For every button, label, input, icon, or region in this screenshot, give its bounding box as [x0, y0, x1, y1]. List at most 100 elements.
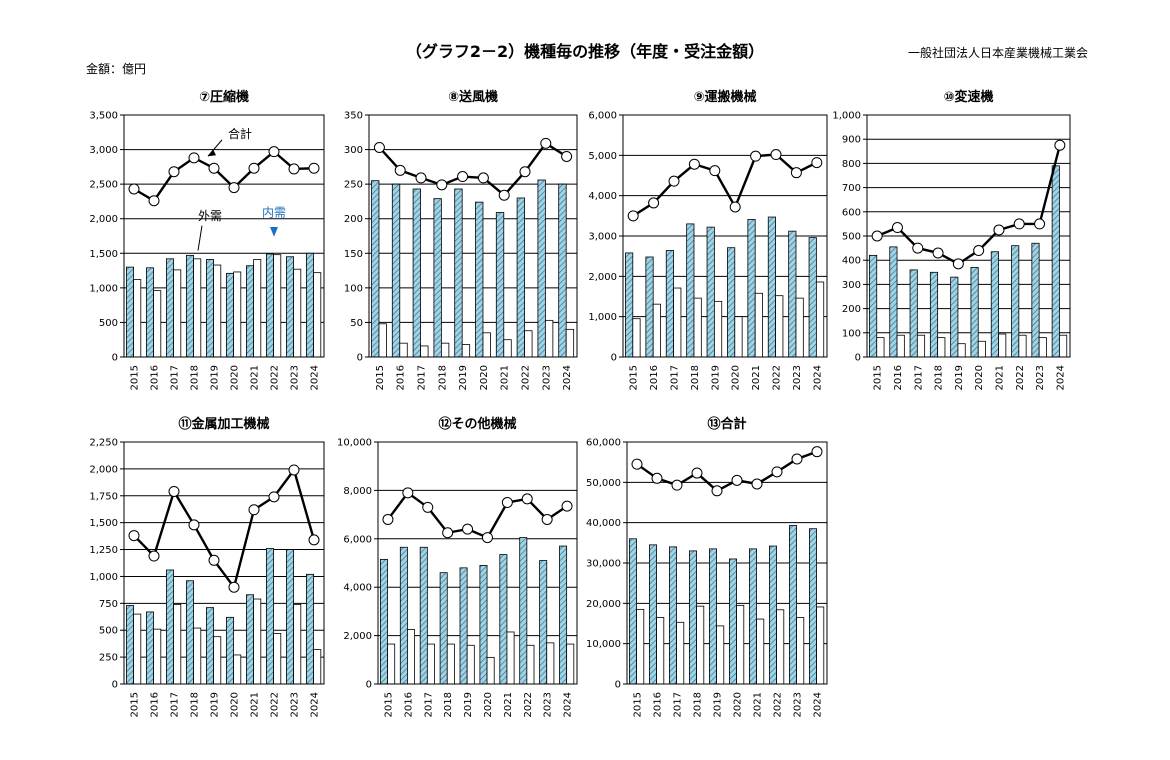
y-tick-label: 1,000	[89, 283, 118, 294]
bar-exports	[808, 237, 817, 358]
x-tick-label: 2020	[230, 365, 241, 390]
bar-domestic	[387, 643, 396, 685]
bar-domestic	[440, 342, 450, 358]
organization-name: 一般社団法人日本産業機械工業会	[907, 46, 1088, 60]
annotation-total-arrowhead	[208, 149, 216, 157]
x-tick-label: 2020	[974, 365, 985, 390]
bar-domestic	[696, 605, 705, 685]
bar-exports	[727, 247, 736, 358]
bar-exports	[391, 183, 401, 358]
chart-title: ⑩変速機	[943, 89, 993, 105]
x-tick-label: 2022	[270, 692, 281, 717]
bar-domestic	[461, 344, 471, 358]
total-point	[561, 500, 573, 512]
x-tick-label: 2021	[250, 692, 261, 717]
bar-domestic	[736, 604, 745, 685]
bar-domestic	[998, 333, 1007, 358]
bar-exports	[145, 267, 154, 358]
x-tick-label: 2020	[483, 692, 494, 717]
bar-domestic	[213, 264, 222, 358]
total-point	[871, 230, 883, 242]
bar-exports	[439, 572, 448, 685]
bar-exports	[1031, 242, 1040, 358]
plot-frame	[368, 114, 578, 358]
total-point	[651, 472, 663, 484]
y-tick-label: 4,000	[343, 583, 372, 594]
x-tick-label: 2018	[190, 365, 201, 390]
bar-domestic	[233, 271, 242, 358]
bar-domestic	[482, 332, 491, 358]
x-tick-label: 2018	[437, 365, 448, 390]
bar-exports	[990, 251, 999, 358]
bar-domestic	[193, 258, 202, 358]
chart-title: ⑪金属加工機械	[178, 416, 269, 432]
x-tick-label: 2018	[190, 692, 201, 717]
total-point	[288, 163, 300, 175]
x-tick-label: 2020	[731, 365, 742, 390]
bar-exports	[747, 219, 756, 358]
plot-frame	[866, 114, 1071, 358]
x-tick-label: 2016	[396, 365, 407, 390]
bar-exports	[929, 271, 939, 358]
x-tick-label: 2015	[629, 365, 640, 390]
bar-exports	[459, 567, 468, 685]
y-tick-label: 0	[357, 353, 363, 364]
x-tick-label: 2017	[913, 365, 924, 390]
y-tick-label: 2,000	[343, 631, 372, 642]
y-tick-label: 5,000	[588, 151, 617, 162]
x-tick-label: 2019	[713, 692, 724, 717]
y-tick-label: 350	[344, 111, 363, 122]
x-tick-label: 2020	[733, 692, 744, 717]
chart-1: ⑦圧縮機 0 500 1,000 1,500 2,000 2,500 3,000 3,500 20…	[89, 89, 325, 390]
y-tick-label: 200	[344, 214, 363, 225]
total-point	[501, 497, 513, 508]
bar-exports	[479, 565, 488, 685]
total-line	[876, 144, 1062, 266]
bar-domestic	[153, 290, 162, 358]
bar-domestic	[566, 643, 575, 685]
bar-exports	[539, 560, 548, 685]
bar-exports	[265, 548, 274, 685]
bar-domestic	[420, 345, 429, 358]
total-point	[208, 554, 220, 566]
bar-exports	[399, 546, 408, 685]
bar-exports	[537, 179, 546, 358]
y-tick-label: 1,000	[588, 312, 617, 323]
y-tick-label: 0	[611, 353, 617, 364]
bar-domestic	[756, 618, 765, 685]
y-tick-label: 6,000	[343, 534, 372, 545]
x-tick-label: 2022	[521, 365, 532, 390]
total-line	[632, 153, 818, 217]
y-tick-label: 3,500	[89, 111, 118, 122]
bar-domestic	[636, 608, 645, 685]
y-tick-label: 1,500	[89, 249, 118, 260]
bar-domestic	[754, 292, 763, 358]
y-tick-label: 6,000	[588, 111, 617, 122]
x-tick-label: 2019	[710, 365, 721, 390]
x-tick-label: 2023	[1035, 365, 1046, 390]
total-point	[811, 446, 823, 458]
bar-domestic	[1018, 334, 1027, 358]
bar-domestic	[378, 323, 387, 358]
x-tick-label: 2021	[500, 365, 511, 390]
chart-title: ⑦圧縮機	[199, 89, 249, 105]
total-point	[148, 550, 160, 562]
x-tick-label: 2022	[523, 692, 534, 717]
y-tick-label: 250	[344, 180, 363, 191]
bar-domestic	[253, 598, 262, 685]
bar-exports	[665, 250, 674, 358]
bar-exports	[454, 188, 463, 358]
total-line	[133, 467, 316, 590]
bar-exports	[305, 573, 314, 685]
bar-exports	[185, 254, 194, 358]
x-tick-label: 2018	[443, 692, 454, 717]
bar-exports	[205, 259, 214, 358]
total-point	[498, 189, 510, 201]
y-tick-label: 0	[112, 680, 118, 691]
y-tick-label: 500	[99, 626, 118, 637]
bar-domestic	[524, 330, 533, 358]
total-point	[248, 162, 260, 174]
bar-exports	[625, 252, 634, 358]
y-tick-label: 20,000	[586, 599, 621, 610]
bar-exports	[689, 550, 698, 685]
